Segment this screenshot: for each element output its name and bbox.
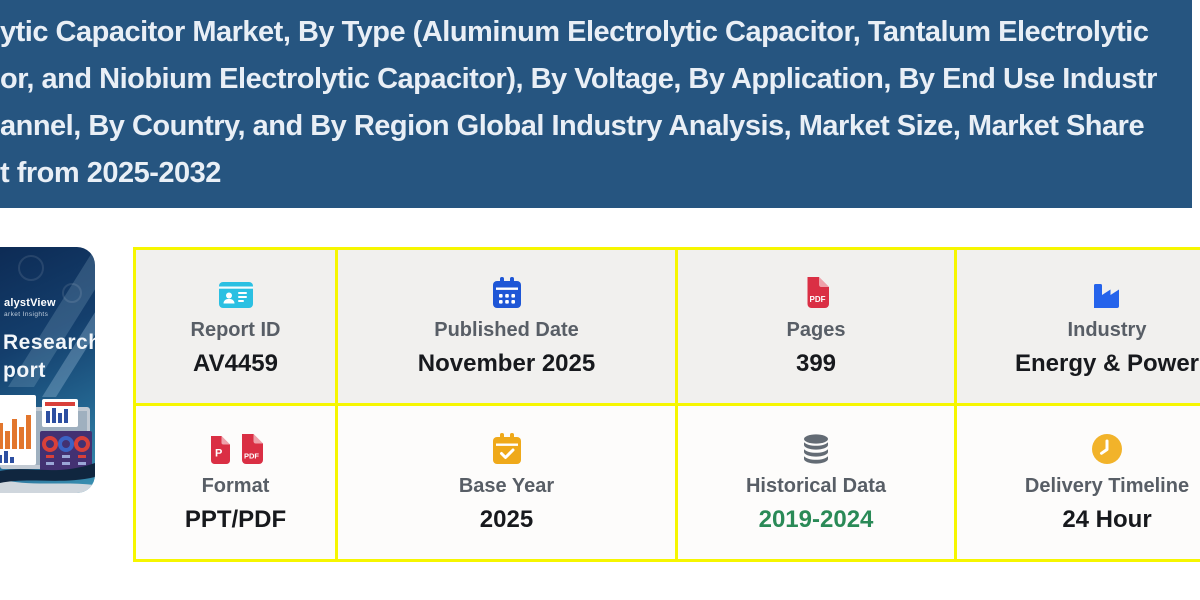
database-icon (803, 430, 829, 464)
cover-charts-illustration (0, 395, 95, 493)
report-id-value: AV4459 (193, 350, 278, 377)
published-date-label: Published Date (434, 319, 579, 341)
historical-data-value: 2019-2024 (758, 506, 874, 533)
industry-card: Industry Energy & Power (957, 250, 1200, 403)
base-year-value: 2025 (479, 506, 534, 533)
pages-label: Pages (786, 319, 846, 341)
format-card: P PDF Format PPT/PDF (136, 406, 335, 559)
report-id-label: Report ID (190, 319, 281, 341)
calendar-check-icon (492, 430, 521, 464)
historical-data-card: Historical Data 2019-2024 (678, 406, 954, 559)
report-title-line-3: annel, By Country, and By Region Global … (0, 110, 1145, 142)
ppt-file-icon: P (211, 436, 230, 464)
format-value: PPT/PDF (184, 506, 287, 533)
report-title-line-2: or, and Niobium Electrolytic Capacitor),… (0, 63, 1157, 95)
cover-decor-ring (18, 255, 44, 281)
report-details-table: Report ID AV4459 Published Date (133, 247, 1200, 562)
svg-text:PDF: PDF (809, 295, 825, 304)
delivery-timeline-card: Delivery Timeline 24 Hour (957, 406, 1200, 559)
delivery-timeline-label: Delivery Timeline (1024, 475, 1190, 497)
industry-label: Industry (1067, 319, 1147, 341)
ppt-pdf-file-icons: P PDF (208, 430, 263, 464)
published-date-card: Published Date November 2025 (338, 250, 675, 403)
published-date-value: November 2025 (417, 350, 596, 377)
svg-text:PDF: PDF (244, 452, 259, 461)
pages-card: PDF Pages 399 (678, 250, 954, 403)
format-label: Format (201, 475, 270, 497)
pdf-file-icon: PDF (804, 274, 829, 308)
pages-value: 399 (795, 350, 837, 377)
report-title-line-4: t from 2025-2032 (0, 157, 221, 189)
base-year-label: Base Year (458, 475, 555, 497)
id-card-icon (218, 274, 253, 308)
pdf-file-icon: PDF (242, 434, 263, 464)
industry-value: Energy & Power (1014, 350, 1200, 377)
cover-title-line-1: Research (3, 331, 95, 354)
cover-title-line-2: port (3, 359, 46, 382)
clock-icon (1092, 430, 1122, 464)
factory-icon (1092, 274, 1122, 308)
report-id-card: Report ID AV4459 (136, 250, 335, 403)
cover-brand-text: alystView (4, 297, 56, 309)
report-title-line-1: ytic Capacitor Market, By Type (Aluminum… (0, 16, 1149, 48)
cover-decor-ring (62, 283, 82, 303)
delivery-timeline-value: 24 Hour (1062, 506, 1152, 533)
report-title-banner: ytic Capacitor Market, By Type (Aluminum… (0, 0, 1192, 208)
svg-text:P: P (215, 448, 222, 460)
cover-brand-tagline: arket Insights (4, 311, 49, 318)
calendar-icon (492, 274, 521, 308)
report-cover-thumbnail: alystView arket Insights Research port (0, 247, 95, 493)
historical-data-label: Historical Data (745, 475, 887, 497)
base-year-card: Base Year 2025 (338, 406, 675, 559)
